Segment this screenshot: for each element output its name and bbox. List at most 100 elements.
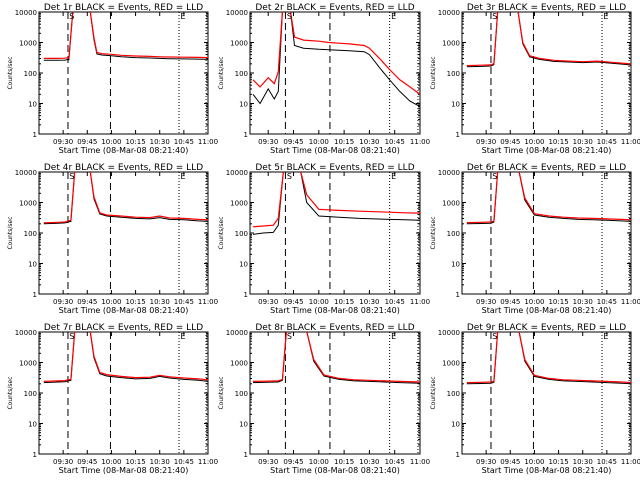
- y-tick-label: 10000: [438, 329, 460, 337]
- x-tick-label: 09:45: [500, 138, 520, 146]
- start-marker: S: [69, 332, 74, 341]
- y-tick-label: 10000: [226, 329, 248, 337]
- start-marker: S: [492, 332, 497, 341]
- plot-frame: [461, 171, 632, 295]
- series-lld: [466, 332, 631, 384]
- panel-6: Det 6r BLACK = Events, RED = LLD Counts/s…: [430, 163, 640, 315]
- x-tick-label: 10:30: [573, 298, 593, 306]
- x-tick-label: 11:00: [621, 138, 640, 146]
- x-tick-label: 10:30: [359, 298, 379, 306]
- y-axis-label: Counts/sec: [218, 376, 225, 409]
- plot-area: [252, 332, 420, 454]
- x-tick-label: 11:00: [198, 138, 218, 146]
- y-tick-label: 1: [33, 451, 37, 459]
- series-lld: [252, 172, 420, 228]
- x-axis-label: Start Time (08-Mar-08 08:21:40): [482, 306, 612, 315]
- y-tick-label: 10: [28, 421, 37, 429]
- plot-area: [252, 12, 420, 134]
- x-tick-label: 09:45: [77, 138, 97, 146]
- x-tick-label: 10:45: [385, 298, 405, 306]
- x-tick-label: 10:30: [359, 458, 379, 466]
- end-marker: E: [603, 12, 608, 21]
- x-tick-label: 10:45: [597, 298, 617, 306]
- panel-title: Det 2r BLACK = Events, RED = LLD: [255, 3, 414, 13]
- series-lld: [466, 172, 631, 224]
- panel-9: Det 9r BLACK = Events, RED = LLD Counts/s…: [430, 323, 640, 475]
- x-tick-label: 10:00: [309, 138, 329, 146]
- y-tick-label: 1: [244, 131, 248, 139]
- panel-title: Det 1r BLACK = Events, RED = LLD: [44, 3, 203, 13]
- y-axis-label: Counts/sec: [7, 216, 14, 249]
- y-tick-label: 100: [447, 230, 460, 238]
- end-marker: E: [391, 332, 396, 341]
- end-marker: E: [391, 172, 396, 181]
- start-marker: S: [287, 332, 292, 341]
- y-axis-label: Counts/sec: [430, 216, 437, 249]
- x-tick-label: 10:00: [309, 298, 329, 306]
- x-tick-label: 10:30: [150, 298, 170, 306]
- y-tick-label: 1: [33, 131, 37, 139]
- y-tick-label: 10000: [226, 9, 248, 17]
- y-tick-label: 1: [456, 451, 460, 459]
- y-tick-label: 1: [456, 131, 460, 139]
- series-events: [43, 172, 208, 225]
- x-tick-label: 10:15: [548, 138, 568, 146]
- y-tick-label: 10: [451, 261, 460, 269]
- x-tick-label: 10:00: [524, 298, 544, 306]
- y-tick-label: 100: [24, 230, 37, 238]
- panel-3: Det 3r BLACK = Events, RED = LLD Counts/s…: [430, 3, 640, 155]
- x-tick-label: 10:00: [524, 138, 544, 146]
- x-tick-label: 09:45: [500, 298, 520, 306]
- y-tick-label: 10000: [438, 169, 460, 177]
- panel-title: Det 3r BLACK = Events, RED = LLD: [467, 3, 626, 13]
- x-tick-label: 09:30: [258, 458, 278, 466]
- x-axis-label: Start Time (08-Mar-08 08:21:40): [270, 146, 400, 155]
- y-axis-label: Counts/sec: [218, 216, 225, 249]
- series-lld: [43, 172, 208, 224]
- panel-title: Det 6r BLACK = Events, RED = LLD: [467, 163, 626, 173]
- x-tick-label: 11:00: [410, 298, 430, 306]
- y-tick-label: 1000: [442, 200, 460, 208]
- y-tick-label: 100: [235, 390, 248, 398]
- series-lld: [43, 12, 208, 59]
- x-tick-label: 11:00: [198, 298, 218, 306]
- x-tick-label: 09:45: [77, 298, 97, 306]
- panel-title: Det 9r BLACK = Events, RED = LLD: [467, 323, 626, 333]
- x-tick-label: 09:45: [283, 298, 303, 306]
- y-tick-label: 1000: [442, 360, 460, 368]
- x-tick-label: 10:45: [385, 138, 405, 146]
- x-tick-label: 11:00: [621, 458, 640, 466]
- end-marker: E: [603, 332, 608, 341]
- x-tick-label: 10:30: [150, 458, 170, 466]
- x-tick-label: 10:15: [125, 298, 145, 306]
- x-tick-label: 09:30: [476, 138, 496, 146]
- y-tick-label: 1000: [19, 40, 37, 48]
- plot-frame: [249, 11, 421, 135]
- y-tick-label: 10000: [15, 329, 37, 337]
- y-tick-label: 1000: [442, 40, 460, 48]
- y-tick-label: 100: [24, 390, 37, 398]
- start-marker: S: [287, 172, 292, 181]
- x-axis-label: Start Time (08-Mar-08 08:21:40): [482, 146, 612, 155]
- plot-area: [466, 12, 631, 134]
- plot-frame: [461, 11, 632, 135]
- y-tick-label: 1: [244, 451, 248, 459]
- x-tick-label: 10:15: [125, 138, 145, 146]
- panel-7: Det 7r BLACK = Events, RED = LLD Counts/s…: [7, 323, 218, 475]
- panel-title: Det 5r BLACK = Events, RED = LLD: [255, 163, 414, 173]
- plot-frame: [249, 171, 421, 295]
- x-axis-label: Start Time (08-Mar-08 08:21:40): [482, 466, 612, 475]
- y-axis-label: Counts/sec: [7, 56, 14, 89]
- plot-frame: [38, 11, 209, 135]
- y-tick-label: 100: [235, 230, 248, 238]
- x-tick-label: 10:45: [174, 138, 194, 146]
- x-tick-label: 10:45: [174, 298, 194, 306]
- x-tick-label: 11:00: [410, 138, 430, 146]
- y-tick-label: 10: [239, 101, 248, 109]
- x-tick-label: 09:45: [283, 458, 303, 466]
- x-tick-label: 10:00: [309, 458, 329, 466]
- y-tick-label: 100: [447, 70, 460, 78]
- plot-frame: [38, 331, 209, 455]
- x-tick-label: 10:30: [359, 138, 379, 146]
